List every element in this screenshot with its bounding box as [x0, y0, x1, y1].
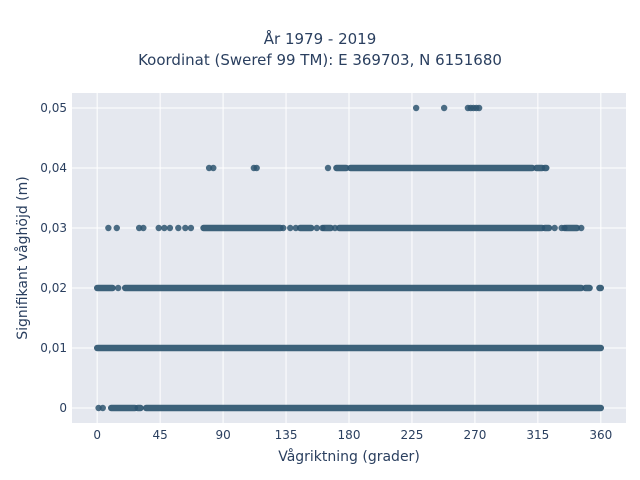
data-point [412, 104, 420, 112]
data-point [114, 284, 122, 292]
data-point [551, 224, 558, 232]
data-point [166, 224, 174, 232]
data-point [475, 104, 483, 112]
data-point [99, 404, 106, 412]
data-point [113, 224, 120, 232]
y-tick-label: 0,01 [40, 341, 67, 355]
x-tick-label: 135 [275, 428, 298, 442]
data-point [440, 104, 448, 112]
data-point [182, 224, 189, 232]
data-point [313, 224, 321, 232]
x-tick-label: 225 [401, 428, 424, 442]
chart-title-line-2: Koordinat (Sweref 99 TM): E 369703, N 61… [138, 51, 502, 69]
y-tick-label: 0,02 [40, 281, 67, 295]
x-tick-label: 0 [93, 428, 101, 442]
y-tick-label: 0,04 [40, 161, 67, 175]
y-axis-label: Signifikant våghöjd (m) [14, 176, 31, 339]
x-tick-label: 45 [152, 428, 167, 442]
x-tick-label: 270 [463, 428, 486, 442]
data-point [155, 224, 162, 232]
x-tick-label: 360 [589, 428, 612, 442]
data-point [253, 164, 260, 172]
y-tick-label: 0,03 [40, 221, 67, 235]
x-tick-label: 180 [338, 428, 361, 442]
chart-title-line-1: År 1979 - 2019 [263, 30, 377, 48]
data-point [140, 224, 147, 232]
y-tick-label: 0 [59, 401, 67, 415]
data-point [210, 164, 217, 172]
data-point [187, 224, 195, 232]
y-tick-label: 0,05 [40, 101, 67, 115]
data-point [175, 224, 182, 232]
data-point [105, 224, 112, 232]
data-point [161, 224, 168, 232]
x-axis-label: Vågriktning (grader) [278, 448, 420, 465]
x-tick-label: 315 [526, 428, 549, 442]
data-point [324, 164, 332, 172]
x-tick-label: 90 [215, 428, 230, 442]
data-point [287, 224, 294, 232]
